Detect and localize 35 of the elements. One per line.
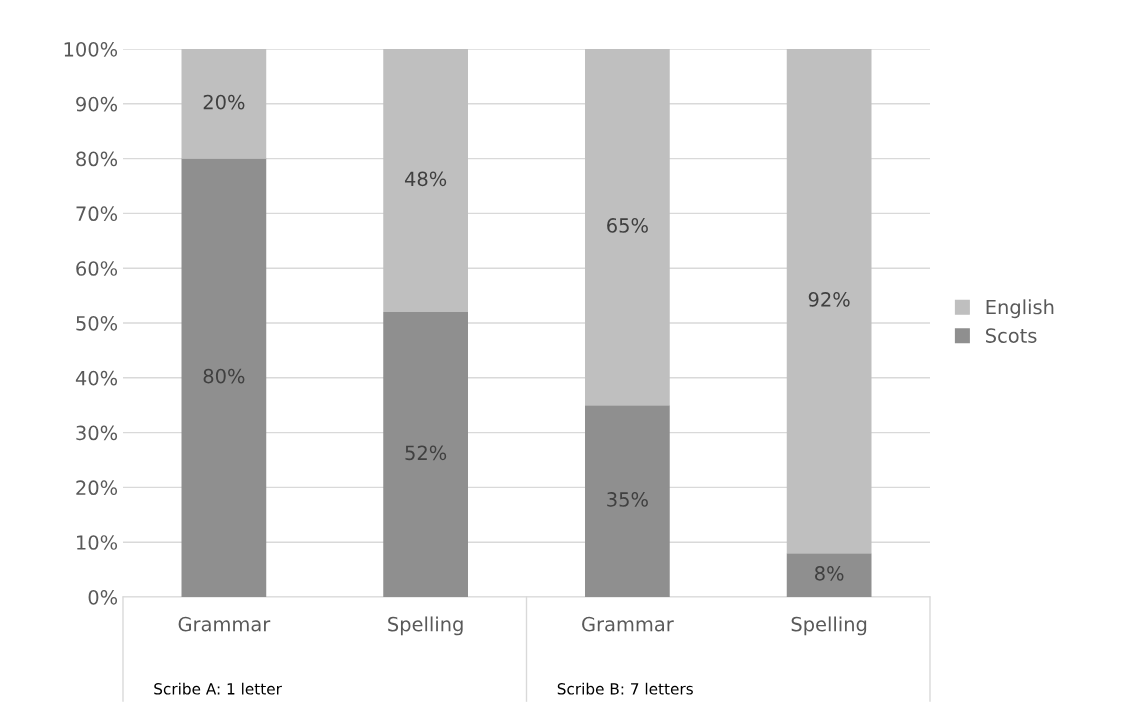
- x-tick-label: Grammar: [178, 616, 271, 632]
- data-label: 65%: [607, 218, 648, 233]
- bar: [181, 49, 267, 159]
- y-tick-label: 10%: [77, 535, 118, 550]
- data-label: 92%: [808, 292, 850, 307]
- x-tick-label: Spelling: [388, 616, 463, 636]
- y-tick-label: 40%: [75, 370, 118, 386]
- y-tick-label: 50%: [76, 315, 118, 331]
- data-label: 20%: [203, 94, 245, 110]
- y-tick-label: 20%: [76, 480, 118, 496]
- y-tick-label: 70%: [76, 206, 118, 222]
- data-label: 35%: [607, 492, 648, 507]
- legend-label: English: [986, 299, 1054, 319]
- text: Scribe A: 1 letter: [154, 682, 282, 695]
- data-label: 8%: [815, 566, 844, 581]
- bar: [383, 312, 468, 597]
- data-label: 52%: [405, 445, 447, 461]
- data-label: 80%: [203, 368, 245, 384]
- y-tick-label: 60%: [76, 261, 118, 276]
- bar: [786, 49, 872, 554]
- bar: [383, 49, 468, 313]
- y-tick-label: 30%: [76, 425, 118, 441]
- x-tick-label: Grammar: [582, 616, 674, 632]
- bar: [585, 405, 670, 597]
- bar: [181, 158, 267, 597]
- y-tick-label: 80%: [76, 151, 118, 167]
- legend-label: Scots: [986, 328, 1037, 343]
- y-tick-label: 0%: [88, 589, 118, 605]
- y-tick-label: 90%: [76, 96, 118, 112]
- x-tick-label: Spelling: [791, 616, 867, 636]
- data-label: 48%: [404, 171, 447, 187]
- text: Scribe B: 7 letters: [557, 682, 693, 695]
- bar: [585, 49, 670, 406]
- bar: [786, 553, 872, 597]
- y-tick-label: 100%: [64, 41, 118, 57]
